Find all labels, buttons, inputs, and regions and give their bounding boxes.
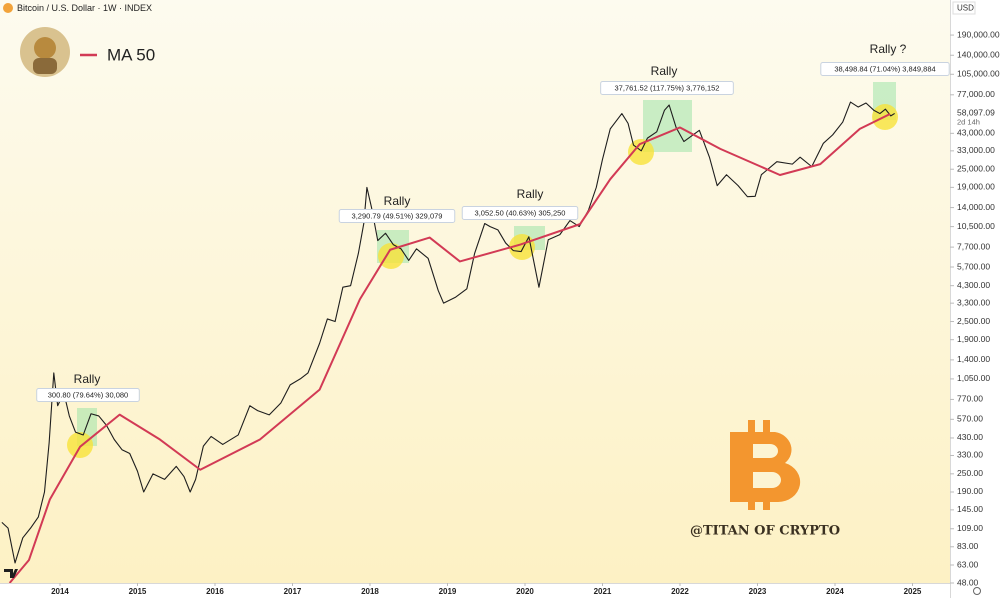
rally-label: Rally <box>74 372 101 386</box>
y-tick-label: 33,000.00 <box>957 145 995 155</box>
y-tick-label: 4,300.00 <box>957 280 990 290</box>
y-tick-label: 2,500.00 <box>957 316 990 326</box>
legend-label: MA 50 <box>107 45 155 64</box>
y-tick-label: 145.00 <box>957 504 983 514</box>
measure-box <box>600 81 734 95</box>
y-tick-label: 7,700.00 <box>957 241 990 251</box>
x-axis-panel <box>0 583 950 598</box>
x-tick-label: 2016 <box>206 587 224 596</box>
rally-marker <box>67 432 93 458</box>
measure-box <box>820 62 950 76</box>
rally-range <box>643 100 692 152</box>
y-tick-label: 43,000.00 <box>957 128 995 138</box>
y-tick-label: 63.00 <box>957 559 979 569</box>
measure-label: 300.80 (79.64%) 30,080 <box>48 390 128 399</box>
symbol-icon <box>3 3 13 13</box>
measure-box <box>461 206 579 220</box>
bitcoin-logo <box>730 420 801 510</box>
y-tick-label: 1,050.00 <box>957 373 990 383</box>
y-tick-label: 1,900.00 <box>957 334 990 344</box>
y-tick-label: 190,000.00 <box>957 29 1000 39</box>
y-tick-label: 770.00 <box>957 394 983 404</box>
x-tick-label: 2022 <box>671 587 689 596</box>
x-tick-label: 2023 <box>749 587 767 596</box>
rally-label: Rally <box>384 194 411 208</box>
y-tick-label: 77,000.00 <box>957 89 995 99</box>
rally-marker <box>509 234 535 260</box>
rally-label: Rally <box>517 187 544 201</box>
y-tick-label: 109.00 <box>957 523 983 533</box>
measure-label: 3,052.50 (40.63%) 305,250 <box>475 208 566 217</box>
x-tick-label: 2018 <box>361 587 379 596</box>
measure-box <box>36 388 140 402</box>
rally-marker <box>378 243 404 269</box>
currency-box <box>952 1 976 15</box>
y-tick-label: 570.00 <box>957 414 983 424</box>
x-tick-label: 2015 <box>129 587 147 596</box>
y-tick-label: 1,400.00 <box>957 354 990 364</box>
last-price-box <box>951 107 1000 130</box>
avatar-face <box>34 37 56 59</box>
y-tick-label: 105,000.00 <box>957 69 1000 79</box>
y-tick-label: 25,000.00 <box>957 163 995 173</box>
x-tick-label: 2024 <box>826 587 844 596</box>
x-tick-label: 2021 <box>594 587 612 596</box>
y-tick-label: 19,000.00 <box>957 182 995 192</box>
chart-title: Bitcoin / U.S. Dollar · 1W · INDEX <box>17 3 152 13</box>
settings-icon[interactable] <box>973 587 981 595</box>
x-tick-label: 2025 <box>904 587 922 596</box>
x-tick-label: 2019 <box>439 587 457 596</box>
x-tick-label: 2020 <box>516 587 534 596</box>
y-tick-label: 190.00 <box>957 486 983 496</box>
rally-label: Rally ? <box>870 42 907 56</box>
watermark: @TITAN OF CRYPTO <box>690 524 840 539</box>
y-tick-label: 430.00 <box>957 432 983 442</box>
y-tick-label: 140,000.00 <box>957 50 1000 60</box>
y-tick-label: 3,300.00 <box>957 297 990 307</box>
currency: USD <box>957 4 974 13</box>
countdown: 2d 14h <box>957 117 980 126</box>
last-price: 58,097.09 <box>957 108 995 118</box>
annotations: Rally 300.80 (79.64%) 30,080 Rally 3,290.79… <box>36 42 950 402</box>
y-tick-label: 5,700.00 <box>957 261 990 271</box>
y-tick-label: 83.00 <box>957 541 979 551</box>
x-tick-label: 2017 <box>284 587 302 596</box>
y-tick-label: 48.00 <box>957 577 979 587</box>
ma-line <box>8 113 891 583</box>
y-axis-panel <box>950 0 1000 598</box>
y-tick-label: 250.00 <box>957 468 983 478</box>
rally-label: Rally <box>651 64 678 78</box>
measure-label: 3,290.79 (49.51%) 329,079 <box>352 211 443 220</box>
x-tick-label: 2014 <box>51 587 69 596</box>
platform-logo <box>4 569 18 578</box>
y-tick-label: 10,500.00 <box>957 221 995 231</box>
y-tick-label: 14,000.00 <box>957 202 995 212</box>
price-line <box>1 101 895 564</box>
measure-box <box>338 209 456 223</box>
axes: 48.00 63.00 83.00 109.00 145.00 190.00 250.00 3… <box>51 29 1000 596</box>
plot-background <box>0 0 950 583</box>
measure-label: 38,498.84 (71.04%) 3,849,884 <box>834 64 935 73</box>
avatar-body <box>33 58 57 74</box>
y-tick-label: 330.00 <box>957 450 983 460</box>
measure-label: 37,761.52 (117.75%) 3,776,152 <box>615 83 720 92</box>
series-layer <box>1 101 895 583</box>
